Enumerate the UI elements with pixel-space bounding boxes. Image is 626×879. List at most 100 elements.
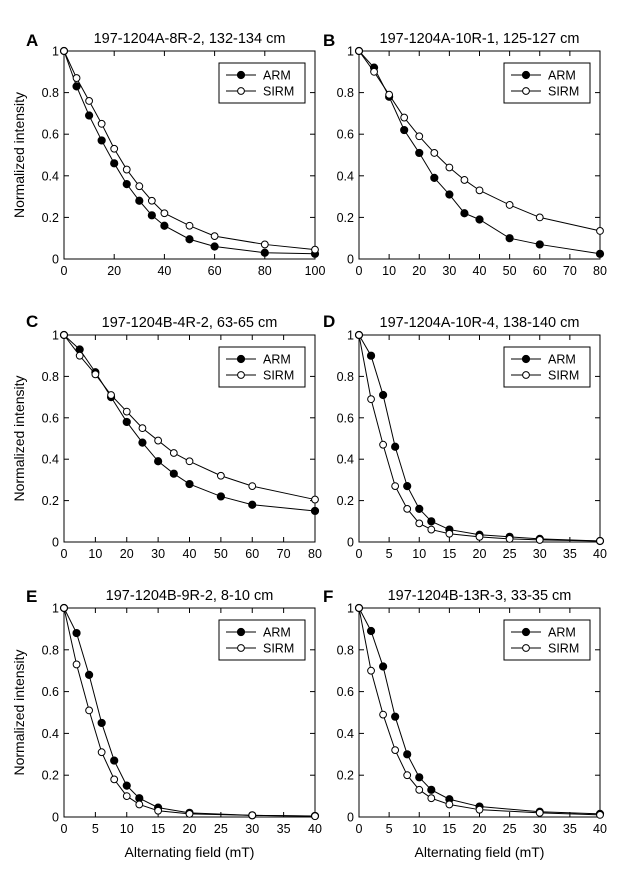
legend: ARM SIRM [218, 62, 306, 104]
data-point-arm [415, 773, 424, 782]
y-axis-label: Normalized intensity [11, 649, 27, 775]
data-point-sirm [505, 201, 514, 209]
y-axis-label: Normalized intensity [11, 92, 27, 218]
data-point-sirm [355, 47, 363, 55]
legend-label-sirm: SIRM [263, 642, 294, 656]
data-point-sirm [122, 165, 131, 174]
y-tick-label: 0.2 [337, 769, 354, 783]
data-point-arm [72, 628, 81, 638]
data-point-sirm [430, 149, 439, 157]
data-point-sirm [185, 457, 194, 466]
x-tick-label: 40 [593, 822, 607, 836]
data-point-sirm [427, 525, 436, 534]
y-tick-label: 0.8 [42, 643, 59, 657]
data-point-sirm [185, 809, 194, 818]
data-point-sirm [72, 74, 81, 82]
legend-label-sirm: SIRM [548, 369, 579, 383]
x-tick-label: 40 [473, 264, 487, 278]
y-tick-label: 0 [347, 536, 354, 550]
y-tick-label: 0.6 [337, 128, 354, 142]
data-point-sirm [379, 710, 388, 719]
data-point-arm [391, 712, 400, 721]
data-point-arm [154, 457, 163, 466]
data-point-arm [122, 417, 131, 427]
x-tick-label: 40 [183, 547, 197, 561]
x-tick-label: 80 [258, 264, 272, 278]
legend-box [218, 619, 306, 661]
y-tick-label: 0.6 [337, 685, 354, 699]
x-tick-label: 60 [208, 264, 222, 278]
legend-box [218, 62, 306, 104]
data-point-arm [379, 390, 388, 400]
data-point-sirm [97, 748, 106, 757]
legend: ARM SIRM [218, 346, 306, 388]
x-tick-label: 35 [563, 822, 577, 836]
data-point-sirm [110, 144, 119, 153]
legend-marker-sirm [237, 371, 245, 379]
data-point-sirm [596, 537, 604, 545]
data-point-sirm [85, 706, 93, 715]
series-line-arm [63, 334, 316, 512]
data-point-arm [122, 180, 131, 189]
legend-marker-arm [521, 354, 531, 364]
legend-marker-sirm [522, 644, 530, 652]
data-point-sirm [391, 746, 400, 755]
data-point-arm [216, 492, 225, 501]
x-tick-label: 80 [308, 547, 322, 561]
y-tick-label: 0.2 [337, 494, 354, 508]
y-tick-label: 0.4 [337, 169, 354, 183]
data-point-sirm [427, 794, 436, 803]
data-point-sirm [367, 395, 375, 404]
panel-b: B 197-1204A-10R-1, 125-127 cm0 10 20 30 40 50 6… [323, 31, 607, 278]
y-tick-label: 0 [52, 536, 59, 550]
data-point-sirm [445, 529, 454, 538]
series-line-sirm [358, 334, 601, 542]
data-point-arm [310, 506, 320, 516]
legend-label-arm: ARM [548, 353, 576, 367]
data-point-sirm [596, 227, 604, 235]
panel-letter: D [323, 312, 335, 331]
data-point-sirm [216, 471, 225, 480]
y-tick-label: 0.2 [42, 769, 59, 783]
x-tick-label: 20 [473, 547, 487, 561]
y-tick-label: 0.4 [42, 727, 59, 741]
data-point-arm [85, 111, 94, 120]
x-tick-label: 70 [277, 547, 291, 561]
data-point-arm [185, 479, 194, 489]
panel-letter: F [323, 587, 333, 606]
legend-label-sirm: SIRM [263, 85, 294, 99]
x-tick-label: 20 [473, 822, 487, 836]
y-tick-label: 0.8 [337, 643, 354, 657]
x-tick-label: 5 [386, 547, 393, 561]
x-tick-label: 25 [214, 822, 228, 836]
y-tick-label: 1 [347, 329, 354, 343]
data-point-sirm [135, 800, 144, 809]
data-point-arm [415, 504, 424, 513]
data-point-sirm [505, 534, 514, 543]
data-point-sirm [147, 196, 156, 205]
data-point-sirm [415, 132, 424, 141]
data-point-sirm [367, 666, 375, 675]
x-tick-label: 0 [356, 547, 363, 561]
data-point-sirm [370, 67, 378, 76]
legend-marker-sirm [237, 644, 245, 652]
x-tick-label: 5 [92, 822, 99, 836]
plot-frame [63, 50, 316, 260]
legend-label-sirm: SIRM [263, 369, 294, 383]
data-point-sirm [75, 351, 84, 360]
legend: ARM SIRM [503, 619, 591, 661]
x-tick-label: 70 [563, 264, 577, 278]
x-tick-label: 15 [442, 822, 456, 836]
data-point-sirm [160, 209, 169, 218]
x-tick-label: 10 [412, 822, 426, 836]
legend-label-arm: ARM [263, 626, 291, 640]
data-point-sirm [379, 440, 388, 449]
series-line-sirm [358, 50, 601, 232]
y-tick-label: 1 [52, 45, 59, 59]
data-point-arm [135, 196, 144, 205]
legend-marker-arm [521, 627, 531, 637]
data-point-sirm [60, 47, 68, 55]
y-tick-label: 0.8 [42, 370, 59, 384]
legend-box [503, 346, 591, 388]
data-point-sirm [154, 806, 163, 815]
